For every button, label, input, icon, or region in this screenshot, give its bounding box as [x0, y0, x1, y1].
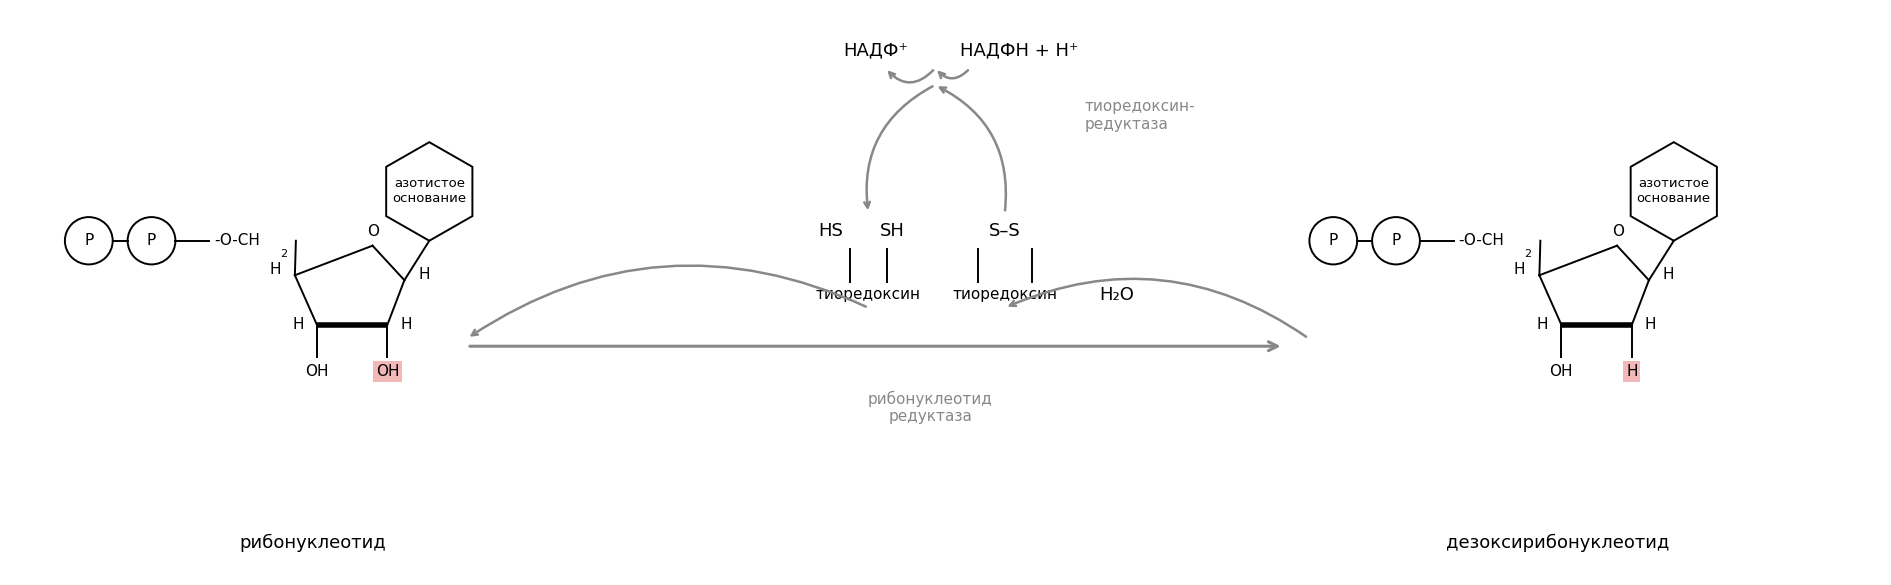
Text: H: H	[418, 267, 429, 282]
Text: тиоредоксин: тиоредоксин	[815, 287, 921, 302]
Text: 2: 2	[280, 249, 287, 259]
Text: H: H	[1662, 267, 1674, 282]
Text: H: H	[293, 317, 304, 332]
Text: P: P	[1329, 233, 1339, 248]
Text: SH: SH	[881, 222, 906, 240]
Text: H: H	[1515, 262, 1526, 277]
Text: H: H	[269, 262, 282, 277]
Text: НАДФН + Н⁺: НАДФН + Н⁺	[961, 42, 1078, 60]
Text: P: P	[85, 233, 93, 248]
Text: тиоредоксин-
редуктаза: тиоредоксин- редуктаза	[1084, 99, 1195, 132]
Text: азотистое
основание: азотистое основание	[1638, 177, 1711, 205]
Text: O: O	[367, 224, 380, 239]
Text: тиоредоксин: тиоредоксин	[953, 287, 1057, 302]
Text: рибонуклеотид
редуктаза: рибонуклеотид редуктаза	[868, 391, 993, 424]
Text: OH: OH	[1549, 364, 1573, 379]
Text: H: H	[401, 317, 412, 332]
Text: O: O	[1611, 224, 1624, 239]
Text: азотистое
основание: азотистое основание	[391, 177, 467, 205]
Text: OH: OH	[376, 364, 399, 379]
Text: НАДФ⁺: НАДФ⁺	[843, 42, 908, 60]
Text: -O-CH: -O-CH	[1458, 233, 1505, 248]
Text: H: H	[1537, 317, 1549, 332]
Text: 2: 2	[1524, 249, 1532, 259]
Text: рибонуклеотид: рибонуклеотид	[240, 534, 386, 552]
Text: дезоксирибонуклеотид: дезоксирибонуклеотид	[1445, 534, 1670, 552]
Text: H₂O: H₂O	[1099, 286, 1135, 304]
Text: H: H	[1626, 364, 1638, 379]
Text: P: P	[1392, 233, 1401, 248]
Text: P: P	[147, 233, 157, 248]
Text: HS: HS	[819, 222, 843, 240]
Text: S–S: S–S	[989, 222, 1021, 240]
Text: H: H	[1645, 317, 1657, 332]
Text: -O-CH: -O-CH	[214, 233, 261, 248]
Text: OH: OH	[304, 364, 329, 379]
